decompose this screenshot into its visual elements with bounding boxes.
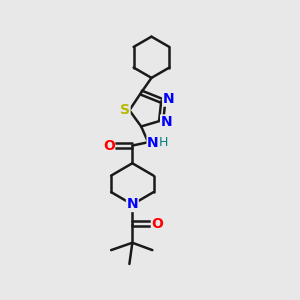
Text: S: S	[120, 103, 130, 117]
Text: N: N	[127, 197, 138, 212]
Text: O: O	[152, 217, 163, 231]
Text: O: O	[103, 139, 115, 153]
Text: N: N	[147, 136, 159, 150]
Text: N: N	[161, 115, 172, 129]
Text: N: N	[163, 92, 174, 106]
Text: H: H	[159, 136, 169, 149]
